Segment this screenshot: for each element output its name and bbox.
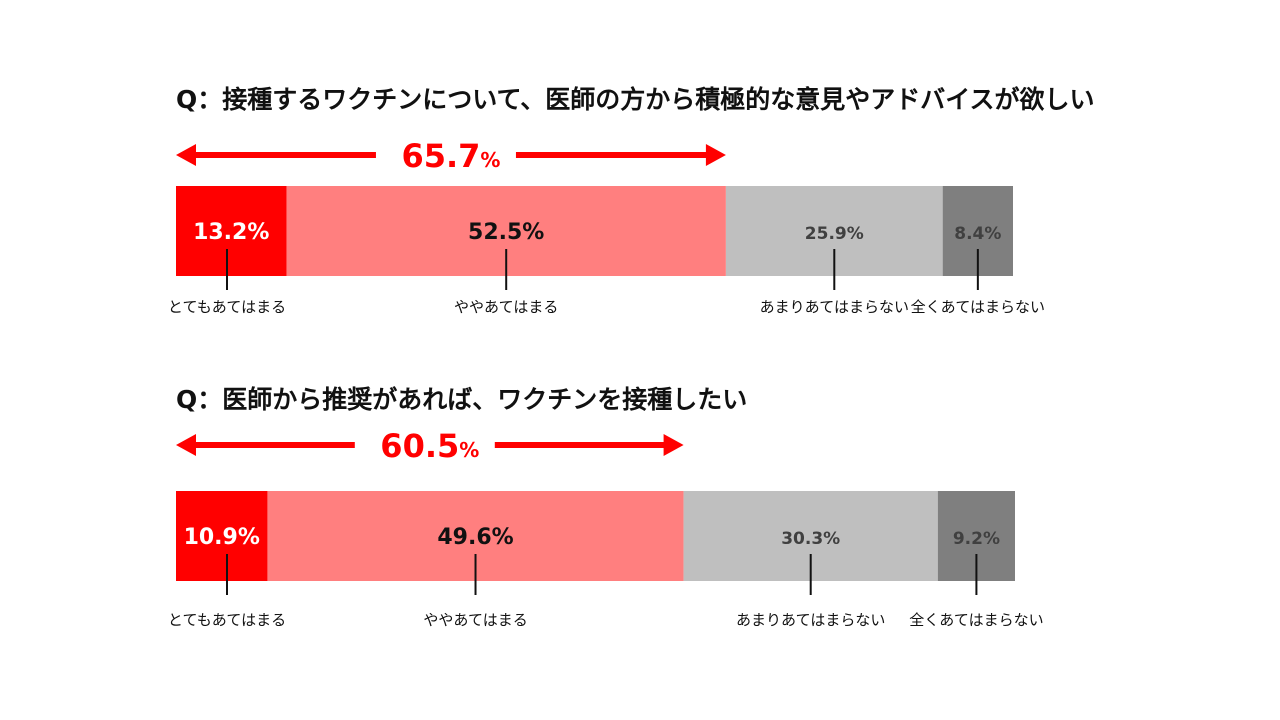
- arrow-right-icon: [705, 144, 726, 166]
- chart-2-svg: 10.9% とてもあてはまる 49.6% ややあてはまる 30.3% あまりあてはまらない…: [168, 427, 1044, 629]
- category-label-4: 全くあてはまらない: [909, 611, 1043, 629]
- highlight-total-label: 60.5%: [380, 427, 479, 465]
- category-label-2: ややあてはまる: [423, 611, 527, 629]
- arrow-left-icon: [176, 434, 196, 456]
- value-label-1: 13.2%: [193, 220, 269, 245]
- category-label-3: あまりあてはまらない: [760, 298, 909, 316]
- value-label-3: 25.9%: [805, 224, 864, 244]
- category-label-2: ややあてはまる: [454, 298, 558, 316]
- value-label-3: 30.3%: [781, 529, 840, 549]
- arrow-left-icon: [176, 144, 196, 166]
- chart-1-title: Q：接種するワクチンについて、医師の方から積極的な意見やアドバイスが欲しい: [176, 85, 1095, 114]
- category-label-1: とてもあてはまる: [168, 298, 286, 316]
- chart-2-title: Q：医師から推奨があれば、ワクチンを接種したい: [176, 385, 748, 414]
- highlight-total-unit: %: [459, 438, 479, 462]
- value-label-2: 52.5%: [468, 220, 544, 245]
- arrow-right-icon: [663, 434, 684, 456]
- category-label-4: 全くあてはまらない: [911, 298, 1045, 316]
- chart-1-svg: 13.2% とてもあてはまる 52.5% ややあてはまる 25.9% あまりあてはまらない…: [168, 137, 1045, 316]
- chart-block-1: Q：接種するワクチンについて、医師の方から積極的な意見やアドバイスが欲しい 13…: [0, 0, 1280, 316]
- value-label-1: 10.9%: [184, 525, 260, 550]
- bar-segment-1: [176, 186, 287, 276]
- value-label-4: 8.4%: [954, 224, 1001, 244]
- highlight-total-label: 65.7%: [401, 137, 500, 175]
- value-label-2: 49.6%: [437, 525, 513, 550]
- bar-segment-1: [176, 491, 268, 581]
- highlight-total-value: 60.5: [380, 427, 459, 465]
- highlight-total-unit: %: [480, 148, 500, 172]
- category-label-3: あまりあてはまらない: [736, 611, 885, 629]
- value-label-4: 9.2%: [953, 529, 1000, 549]
- chart-block-2: Q：医師から推奨があれば、ワクチンを接種したい 10.9% とてもあてはまる 49.…: [0, 305, 1280, 629]
- category-label-1: とてもあてはまる: [168, 611, 286, 629]
- highlight-total-value: 65.7: [401, 137, 480, 175]
